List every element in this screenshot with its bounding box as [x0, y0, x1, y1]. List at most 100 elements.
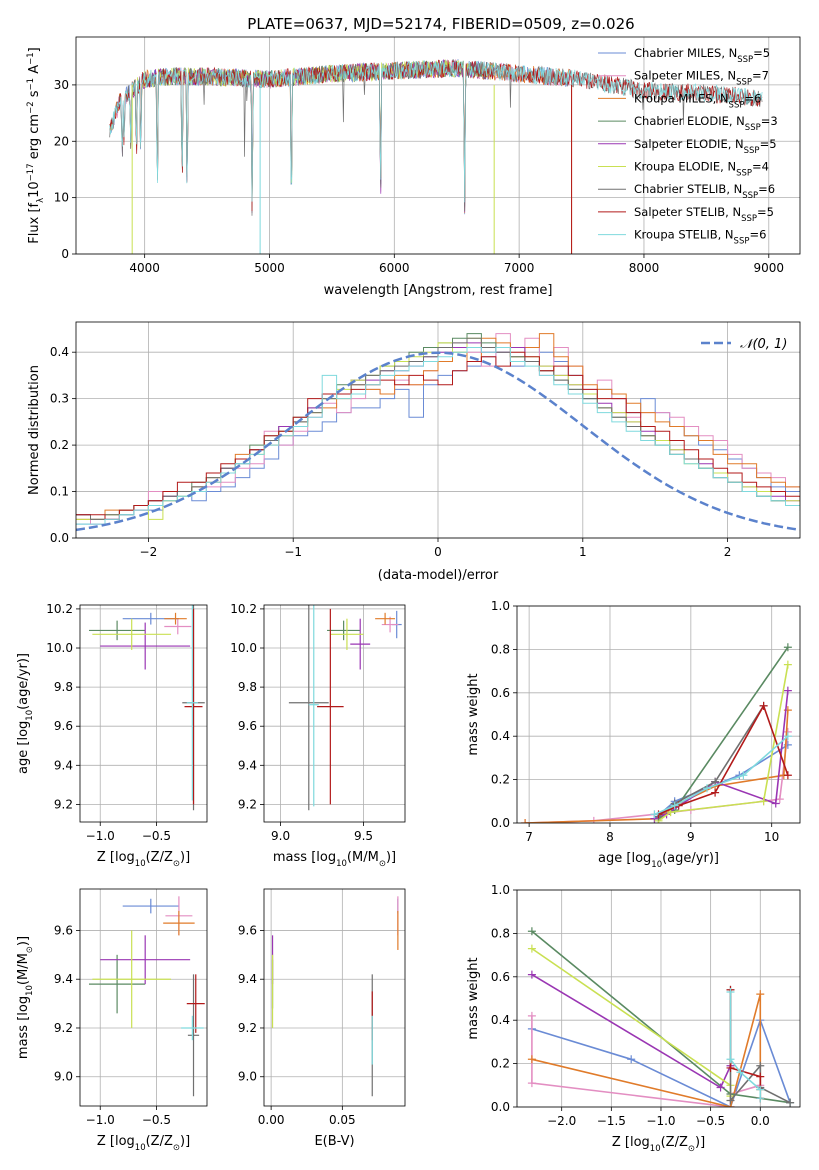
y-tick-label: 0.1: [50, 485, 69, 499]
y-tick-label: 0.6: [491, 970, 510, 984]
plot-area: [88, 605, 205, 811]
histogram-series: [76, 347, 800, 525]
weight-series-line: [525, 731, 789, 823]
label-part: )]: [180, 1134, 190, 1149]
label-part: (age/yr)]: [662, 851, 719, 866]
legend-entry: 𝒩(0, 1): [740, 337, 787, 352]
weight-point-marker: [711, 788, 720, 797]
axes-frame: [516, 889, 801, 1108]
y-tick-label: 9.2: [54, 797, 73, 811]
label-part: =6: [744, 91, 761, 105]
x-tick-label: −2: [140, 545, 158, 559]
weight-point-marker: [527, 1011, 536, 1020]
spectrum-legend: Chabrier MILES, N SSP =5 Salpeter MILES, N S…: [598, 46, 778, 247]
label-part: )]: [180, 850, 190, 865]
x-tick-label: −1: [284, 545, 302, 559]
y-tick-label: 0.4: [491, 1013, 510, 1027]
x-tick-label: 7000: [504, 261, 535, 275]
axes-frame: [75, 321, 801, 539]
axes-frame: [263, 604, 406, 823]
label-part: λ: [36, 198, 46, 203]
x-tick-label: −1.0: [86, 1113, 115, 1127]
x-tick-label: 9000: [754, 261, 785, 275]
weight-series-line: [525, 710, 789, 823]
x-tick-label: 0.05: [329, 1113, 356, 1127]
y-tick-label: 1.0: [491, 599, 510, 613]
x-tick-label: 1: [579, 545, 587, 559]
label-part: (Z/Z: [146, 850, 173, 865]
x-tick-label: 8: [606, 830, 614, 844]
x-tick-label: 0.0: [751, 1114, 770, 1128]
weight-point-marker: [756, 1072, 765, 1081]
label-part: (Z/Z: [661, 1135, 688, 1150]
label-part: Kroupa STELIB, N: [634, 228, 734, 242]
label-part: Kroupa ELODIE, N: [634, 160, 736, 174]
label-part: Z [log: [97, 850, 135, 865]
weight-point-marker: [771, 799, 780, 808]
y-tick-label: 0.6: [491, 686, 510, 700]
label-part: 10: [336, 859, 347, 869]
label-part: mass weight: [466, 957, 481, 1039]
legend-entry: Kroupa STELIB, NSSP=6: [634, 228, 766, 247]
y-tick-label: 9.6: [238, 923, 257, 937]
weight-point-marker: [527, 944, 536, 953]
y-tick-label: 30: [54, 78, 69, 92]
label-part: mass [log: [273, 850, 336, 865]
x-tick-label: 7: [525, 830, 533, 844]
y-tick-label: 9.6: [54, 923, 73, 937]
x-tick-label: 10: [764, 830, 779, 844]
x-axis-label: Z [log10(Z/Z⊙)]: [97, 850, 190, 869]
label-part: 10: [135, 1143, 146, 1153]
label-part: Kroupa MILES, N: [634, 91, 729, 105]
label-part: −2: [26, 101, 36, 114]
weight-series-line: [531, 1017, 791, 1107]
weight-point-marker: [786, 1098, 795, 1107]
axes-frame: [75, 36, 801, 255]
y-tick-label: 0.2: [491, 1057, 510, 1071]
label-part: SSP: [736, 169, 752, 179]
x-axis-label: Z [log10(Z/Z⊙)]: [97, 1134, 190, 1153]
label-part: ⊙: [688, 1144, 695, 1154]
y-tick-label: 0.2: [491, 773, 510, 787]
x-tick-label: −1.0: [86, 829, 115, 843]
label-part: 10: [25, 710, 35, 721]
label-part: A: [27, 65, 42, 78]
weight-point-marker: [775, 795, 784, 804]
x-tick-label: 9: [687, 830, 695, 844]
x-tick-label: −1.0: [646, 1114, 675, 1128]
weight-point-marker: [716, 1083, 725, 1092]
gaussian-curve: [76, 351, 800, 532]
label-part: −17: [26, 163, 36, 181]
y-tick-label: 9.0: [54, 1070, 73, 1084]
plot-area: [521, 643, 792, 823]
residual-panel: −2 −1 0 1 2 0.0 0.1 0.2 0.3 0.4 (data-model)/error…: [27, 321, 801, 583]
weight-point-marker: [736, 1068, 745, 1077]
weight-point-marker: [783, 643, 792, 652]
y-tick-label: 9.2: [238, 1021, 257, 1035]
label-part: Z [log: [612, 1135, 650, 1150]
legend-entry: Salpeter STELIB, NSSP=5: [634, 205, 774, 224]
weight-point-marker: [756, 990, 765, 999]
label-part: SSP: [734, 237, 750, 247]
label-part: =5: [760, 137, 777, 151]
axes-frame: [79, 604, 208, 823]
label-part: SSP: [729, 100, 745, 110]
label-part: 10: [650, 1144, 661, 1154]
axes-frame: [263, 888, 406, 1107]
weight-point-marker: [756, 1094, 765, 1103]
weight-point-marker: [726, 1063, 735, 1072]
weight-point-marker: [726, 1055, 735, 1064]
y-tick-label: 9.4: [238, 972, 257, 986]
label-part: Chabrier STELIB, N: [634, 182, 742, 196]
y-tick-label: 9.8: [238, 680, 257, 694]
label-part: ⊙: [173, 1143, 180, 1153]
plot-area: [271, 896, 399, 1097]
plot-area: [88, 896, 205, 1097]
label-part: ]: [27, 47, 42, 52]
label-part: Salpeter MILES, N: [634, 69, 736, 83]
label-part: Chabrier MILES, N: [634, 46, 737, 60]
y-tick-label: 0.2: [50, 438, 69, 452]
y-tick-label: 0.0: [50, 531, 69, 545]
weight-point-marker: [670, 801, 679, 810]
